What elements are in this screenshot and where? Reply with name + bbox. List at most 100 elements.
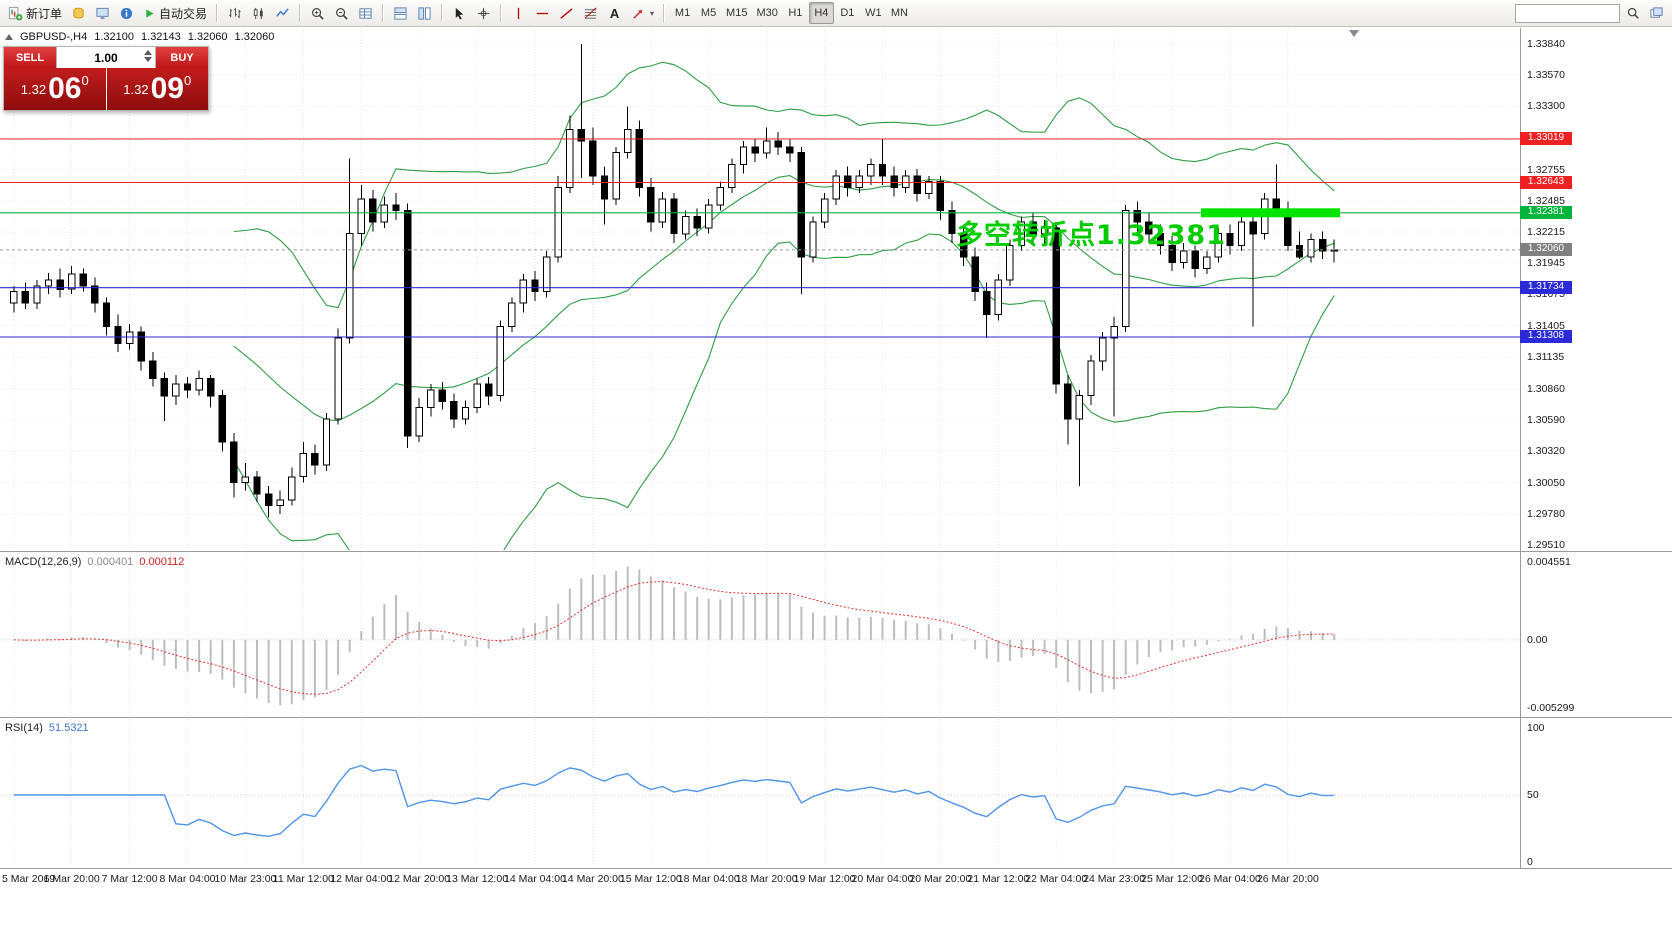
toolbar-search-input[interactable] [1515, 3, 1620, 23]
horizontal-line-tool-button[interactable] [531, 2, 554, 24]
cascade-windows-button[interactable] [1645, 2, 1668, 24]
timeframe-d1-button[interactable]: D1 [835, 2, 860, 24]
time-axis-label: 21 Mar 12:00 [967, 873, 1030, 885]
timeframe-m1-button[interactable]: M1 [670, 2, 695, 24]
tile-vertical-icon [418, 6, 431, 20]
market-watch-button[interactable] [67, 2, 90, 24]
horizontal-line-icon [536, 12, 549, 14]
hline-price-tag[interactable]: 1.33019 [1520, 132, 1572, 146]
toolbar-separator [216, 4, 219, 22]
spinner-up-icon[interactable] [144, 50, 152, 55]
terminal-button[interactable] [91, 2, 114, 24]
autotrading-button[interactable]: 自动交易 [139, 2, 211, 24]
timeframe-m5-button[interactable]: M5 [696, 2, 721, 24]
hline-price-tag[interactable]: 1.31308 [1520, 330, 1572, 344]
time-axis-label: 12 Mar 04:00 [330, 873, 393, 885]
time-axis-label: 5 Mar 2019 [2, 873, 56, 885]
rsi-scale-tick: 50 [1527, 789, 1539, 801]
time-axis-label: 13 Mar 12:00 [446, 873, 509, 885]
time-axis-label: 15 Mar 12:00 [619, 873, 682, 885]
help-button[interactable] [115, 2, 138, 24]
rsi-scale-tick: 0 [1527, 856, 1533, 868]
fibonacci-tool-button[interactable] [579, 2, 602, 24]
zoom-out-button[interactable] [330, 2, 353, 24]
text-tool-label: A [609, 5, 620, 21]
buy-price-display[interactable]: 1.32 09 0 [106, 68, 208, 110]
table-icon [359, 7, 372, 19]
trade-panel-controls: SELL 1.00 BUY [4, 47, 208, 68]
time-axis-label: 20 Mar 04:00 [851, 873, 914, 885]
sell-button[interactable]: SELL [4, 47, 56, 68]
line-chart-mode-button[interactable] [271, 2, 294, 24]
search-icon [1627, 7, 1639, 19]
volume-spinner[interactable] [144, 50, 152, 62]
rsi-scale-tick: 100 [1527, 722, 1545, 734]
price-macd-divider[interactable] [0, 551, 1672, 552]
vertical-line-icon [517, 7, 520, 19]
macd-scale-min: -0.005299 [1527, 702, 1575, 714]
bar-chart-mode-button[interactable] [223, 2, 246, 24]
timeframe-m15-button[interactable]: M15 [722, 2, 751, 24]
candlestick-mode-button[interactable] [247, 2, 270, 24]
tile-windows-horizontal-button[interactable] [389, 2, 412, 24]
crosshair-tool-button[interactable] [472, 2, 495, 24]
chevron-down-icon: ▾ [650, 8, 655, 18]
price-axis-tick: 1.32215 [1527, 226, 1565, 238]
rsi-label: RSI(14) 51.5321 [5, 722, 89, 734]
zoom-in-icon [312, 7, 324, 20]
new-order-button[interactable]: 新订单 [4, 2, 66, 24]
trendline-icon [560, 7, 573, 19]
crosshair-icon [477, 7, 490, 19]
hline-price-tag[interactable]: 1.32643 [1520, 175, 1572, 189]
timeframe-h4-button[interactable]: H4 [808, 2, 834, 24]
hline-price-tag[interactable]: 1.32381 [1520, 206, 1572, 220]
buy-price-sup: 0 [183, 73, 192, 88]
toolbar: 新订单 自动交易 [0, 0, 1672, 27]
new-order-label: 新订单 [26, 6, 63, 21]
zoom-out-icon [336, 7, 348, 20]
volume-field[interactable]: 1.00 [56, 47, 156, 68]
rsi-indicator-canvas[interactable] [0, 719, 1520, 866]
tile-windows-vertical-button[interactable] [413, 2, 436, 24]
zoom-in-button[interactable] [306, 2, 329, 24]
timeframe-m30-button[interactable]: M30 [752, 2, 781, 24]
symbol-name: GBPUSD-,H4 [20, 31, 88, 43]
cursor-tool-button[interactable] [448, 2, 471, 24]
arrows-tool-button[interactable]: ▾ [627, 2, 658, 24]
price-axis-tick: 1.30050 [1527, 476, 1565, 489]
strategy-tester-button[interactable] [354, 2, 377, 24]
price-axis-tick: 1.30590 [1527, 414, 1565, 427]
trendline-tool-button[interactable] [555, 2, 578, 24]
toolbar-separator [500, 4, 503, 22]
chart-annotation[interactable]: 多空转折点1.32381 [956, 220, 1226, 251]
timeframe-h1-button[interactable]: H1 [783, 2, 808, 24]
timeframe-mn-button[interactable]: MN [887, 2, 912, 24]
one-click-collapse-icon[interactable] [5, 34, 13, 40]
macd-indicator-canvas[interactable] [0, 553, 1520, 716]
spinner-down-icon[interactable] [144, 57, 152, 62]
current-price-tag[interactable]: 1.32060 [1520, 243, 1572, 257]
price-axis-tick: 1.29780 [1527, 507, 1565, 520]
price-chart-canvas[interactable] [0, 28, 1520, 550]
vertical-line-tool-button[interactable] [507, 2, 530, 24]
one-click-trading-panel: SELL 1.00 BUY 1.32 06 0 1.32 09 0 [3, 46, 209, 111]
bar-chart-icon [229, 7, 241, 18]
buy-button[interactable]: BUY [156, 47, 208, 68]
sell-price-display[interactable]: 1.32 06 0 [4, 68, 106, 110]
fibonacci-icon [584, 7, 597, 19]
text-tool-button[interactable]: A [603, 2, 626, 24]
price-shift-marker[interactable] [1349, 30, 1359, 37]
time-axis-label: 18 Mar 20:00 [735, 873, 798, 885]
volume-value: 1.00 [94, 50, 118, 65]
macd-label: MACD(12,26,9) 0.000401 0.000112 [5, 556, 184, 568]
search-button[interactable] [1621, 2, 1644, 24]
time-axis-label: 18 Mar 04:00 [677, 873, 740, 885]
macd-scale-zero: 0.00 [1527, 633, 1548, 646]
time-axis-label: 6 Mar 20:00 [43, 873, 100, 885]
time-axis-label: 14 Mar 04:00 [504, 873, 566, 885]
rsi-value: 51.5321 [48, 722, 89, 734]
macd-rsi-divider[interactable] [0, 717, 1672, 718]
hline-price-tag[interactable]: 1.31734 [1520, 281, 1572, 295]
timeframe-w1-button[interactable]: W1 [861, 2, 886, 24]
